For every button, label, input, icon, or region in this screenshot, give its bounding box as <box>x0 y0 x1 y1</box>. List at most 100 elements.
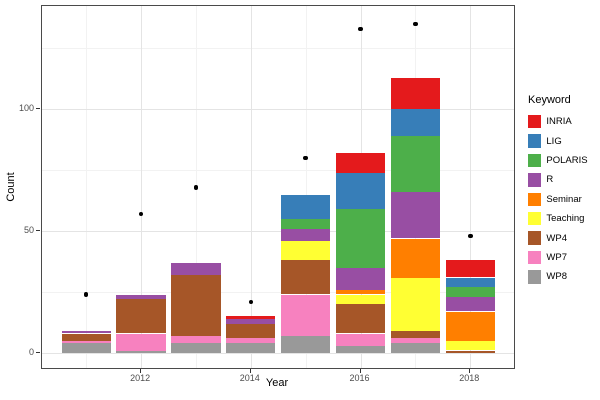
bar-segment <box>335 209 386 268</box>
gridline-x-major <box>250 6 252 368</box>
legend-title: Keyword <box>528 94 571 106</box>
bar-segment <box>390 109 441 137</box>
legend-swatch <box>528 231 542 245</box>
bar-segment <box>171 275 221 336</box>
legend: Keyword INRIA LIG POLARIS R Seminar Teaching W… <box>528 94 588 290</box>
legend-item-r: R <box>528 173 588 187</box>
bar-segment <box>445 277 495 288</box>
bar-segment <box>390 338 441 344</box>
gridline-x-minor <box>86 6 88 368</box>
legend-swatch <box>528 115 542 129</box>
bar-segment <box>281 240 331 261</box>
bar-segment <box>61 331 111 334</box>
bar-segment <box>335 153 386 173</box>
gridline-x-minor <box>305 6 307 368</box>
legend-label: Teaching <box>546 213 585 225</box>
bar-segment <box>390 343 441 353</box>
bar-segment <box>226 318 276 324</box>
legend-label: POLARIS <box>546 154 588 166</box>
legend-label: INRIA <box>546 116 572 128</box>
bar-segment <box>390 192 441 239</box>
bar-segment <box>390 238 441 278</box>
bar-segment <box>281 194 331 219</box>
x-tick-mark <box>140 369 142 373</box>
bar-segment <box>445 350 495 353</box>
bar-segment <box>445 296 495 312</box>
x-tick-label: 2012 <box>130 373 151 383</box>
legend-swatch <box>528 211 542 226</box>
data-point <box>468 233 473 239</box>
legend-label: WP8 <box>546 271 567 283</box>
y-tick-mark <box>36 230 40 232</box>
data-point <box>413 21 418 27</box>
bar-segment <box>335 172 386 210</box>
bar-segment <box>445 311 495 341</box>
plot-panel <box>41 5 515 369</box>
data-point <box>248 299 254 305</box>
legend-label: R <box>546 174 554 186</box>
bar-segment <box>116 333 166 351</box>
legend-swatch <box>528 250 542 265</box>
legend-swatch <box>528 192 542 206</box>
bar-segment <box>335 304 386 334</box>
legend-swatch <box>528 134 542 148</box>
legend-label: Seminar <box>546 193 582 205</box>
gridline-x-major <box>141 6 143 368</box>
bar-segment <box>335 294 386 305</box>
bar-segment <box>226 343 276 353</box>
data-point <box>193 185 199 190</box>
bar-segment <box>390 77 441 110</box>
data-point <box>138 211 144 217</box>
data-point <box>83 292 89 297</box>
legend-swatch <box>528 173 542 187</box>
bar-segment <box>281 294 331 336</box>
data-point <box>303 155 308 161</box>
y-tick-label: 50 <box>23 224 34 235</box>
bar-segment <box>61 333 111 341</box>
legend-items: INRIA LIG POLARIS R Seminar Teaching WP4 WP7 WP8 <box>528 115 588 284</box>
legend-label: LIG <box>546 135 562 147</box>
legend-item-wp8: WP8 <box>528 270 588 284</box>
bar-segment <box>171 262 221 275</box>
bar-segment <box>61 340 111 344</box>
x-tick-mark <box>249 369 251 373</box>
y-tick-label: 0 <box>28 346 34 357</box>
legend-label: WP4 <box>546 232 567 244</box>
gridline-y-minor <box>42 170 514 172</box>
bar-segment <box>390 331 441 339</box>
legend-swatch <box>528 270 542 284</box>
gridline-y-major <box>42 109 514 111</box>
y-tick-mark <box>36 352 40 353</box>
bar-segment <box>226 316 276 319</box>
bar-segment <box>445 340 495 351</box>
gridline-y-minor <box>42 292 514 294</box>
x-axis-title: Year <box>265 377 289 389</box>
bar-segment <box>445 260 495 278</box>
legend-item-wp7: WP7 <box>528 250 588 265</box>
bar-segment <box>390 136 441 193</box>
legend-swatch <box>528 153 542 168</box>
legend-item-teaching: Teaching <box>528 211 588 226</box>
bar-segment <box>281 260 331 295</box>
bar-segment <box>226 338 276 344</box>
bar-segment <box>335 345 386 353</box>
x-tick-mark <box>469 369 471 373</box>
legend-item-inria: INRIA <box>528 115 588 129</box>
legend-item-polaris: POLARIS <box>528 153 588 168</box>
bar-segment <box>116 299 166 334</box>
legend-item-seminar: Seminar <box>528 192 588 206</box>
legend-label: WP7 <box>546 251 567 263</box>
bar-segment <box>335 289 386 295</box>
gridline-y-minor <box>42 48 514 50</box>
y-tick-mark <box>36 108 40 110</box>
y-axis-title: Count <box>5 172 17 202</box>
bar-segment <box>335 333 386 346</box>
gridline-y-major <box>42 353 514 354</box>
bar-segment <box>61 343 111 353</box>
bar-segment <box>390 277 441 332</box>
bar-segment <box>226 323 276 339</box>
bar-segment <box>116 294 166 300</box>
gridline-x-major <box>470 6 472 368</box>
bar-segment <box>281 335 331 353</box>
